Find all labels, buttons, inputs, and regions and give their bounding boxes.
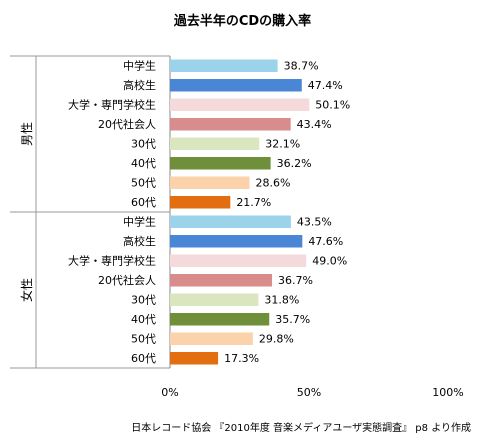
- category-label: 中学生: [123, 214, 156, 228]
- bar: [170, 118, 291, 131]
- group-label: 男性: [20, 122, 34, 146]
- data-label: 21.7%: [236, 196, 271, 209]
- data-label: 32.1%: [265, 137, 300, 150]
- bar: [170, 59, 278, 72]
- data-label: 49.0%: [312, 254, 347, 267]
- data-label: 36.7%: [278, 274, 313, 287]
- data-label: 38.7%: [284, 59, 319, 72]
- x-tick-label: 0%: [161, 386, 178, 399]
- chart-title: 過去半年のCDの購入率: [173, 14, 312, 29]
- data-label: 28.6%: [256, 176, 291, 189]
- data-label: 35.7%: [275, 313, 310, 326]
- category-label: 高校生: [123, 78, 156, 92]
- bar: [170, 98, 310, 111]
- data-label: 29.8%: [259, 332, 294, 345]
- bar: [170, 352, 219, 365]
- category-label: 高校生: [123, 234, 156, 248]
- bar: [170, 274, 273, 287]
- x-tick-label: 100%: [432, 386, 463, 399]
- category-label: 40代: [131, 313, 156, 326]
- data-label: 43.5%: [297, 215, 332, 228]
- category-label: 50代: [131, 332, 156, 345]
- bar: [170, 176, 250, 189]
- chart-source: 日本レコード協会 『2010年度 音楽メディアユーザ実態調査』 p8 より作成: [131, 423, 471, 434]
- data-label: 31.8%: [264, 293, 299, 306]
- data-label: 47.6%: [308, 235, 343, 248]
- data-label: 36.2%: [277, 157, 312, 170]
- category-label: 30代: [131, 293, 156, 306]
- data-label: 43.4%: [297, 118, 332, 131]
- category-label: 60代: [131, 196, 156, 209]
- bar: [170, 215, 291, 228]
- bar: [170, 293, 259, 306]
- bar: [170, 332, 253, 345]
- data-label: 47.4%: [308, 79, 343, 92]
- category-label: 20代社会人: [98, 117, 156, 131]
- category-label: 60代: [131, 352, 156, 365]
- data-label: 50.1%: [315, 98, 350, 111]
- category-label: 30代: [131, 137, 156, 150]
- category-label: 20代社会人: [98, 273, 156, 287]
- bar: [170, 79, 302, 92]
- bar: [170, 254, 307, 267]
- x-tick-label: 50%: [297, 386, 321, 399]
- bar: [170, 196, 231, 209]
- category-label: 40代: [131, 157, 156, 170]
- data-label: 17.3%: [224, 352, 259, 365]
- bar: [170, 137, 260, 150]
- category-label: 50代: [131, 176, 156, 189]
- bar: [170, 313, 270, 326]
- category-label: 大学・専門学校生: [68, 97, 156, 111]
- bar: [170, 157, 271, 170]
- group-label: 女性: [19, 278, 34, 302]
- category-label: 大学・専門学校生: [68, 253, 156, 267]
- category-label: 中学生: [123, 58, 156, 72]
- bar: [170, 235, 303, 248]
